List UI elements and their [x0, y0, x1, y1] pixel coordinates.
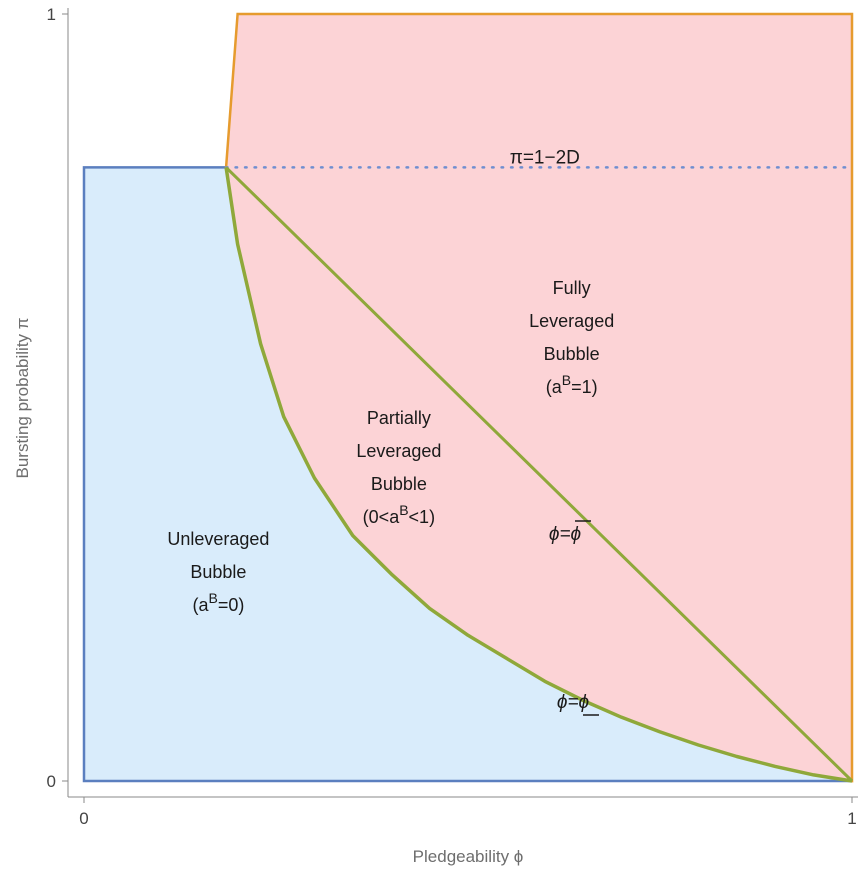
chart-labels: π=1−2D Unleveraged Bubble (aB=0) Partially Le… — [167, 147, 614, 716]
unleveraged-condition: (aB=0) — [192, 590, 244, 615]
fully-leveraged-label-line-1: Fully — [553, 278, 591, 298]
x-tick-label-0: 0 — [79, 809, 88, 828]
upper-threshold-label: ϕ=ϕ — [549, 524, 581, 545]
reference-line-label: π=1−2D — [510, 147, 580, 168]
partially-leveraged-condition: (0<aB<1) — [363, 502, 435, 527]
partially-leveraged-label-line-2: Leveraged — [356, 441, 441, 461]
partially-leveraged-label-line-3: Bubble — [371, 474, 427, 494]
boundary-lines — [224, 166, 854, 783]
fully-leveraged-label-line-2: Leveraged — [529, 311, 614, 331]
fully-leveraged-condition: (aB=1) — [546, 372, 598, 397]
upper-threshold-line — [225, 166, 854, 783]
unleveraged-label-line-2: Bubble — [190, 562, 246, 582]
axes: 0 1 0 1 Pledgeability ϕ Bursting probabi… — [13, 5, 858, 866]
region-fills — [82, 12, 854, 783]
y-tick-label-1: 1 — [47, 5, 56, 24]
lower-threshold-curve — [224, 167, 853, 783]
unleveraged-label-line-1: Unleveraged — [167, 529, 269, 549]
lower-threshold-label: ϕ=ϕ — [557, 692, 589, 713]
y-tick-label-0: 0 — [47, 772, 56, 791]
y-axis-title: Bursting probability π — [13, 317, 32, 478]
fully-leveraged-label-line-3: Bubble — [544, 344, 600, 364]
x-tick-label-1: 1 — [847, 809, 856, 828]
x-axis-title: Pledgeability ϕ — [413, 847, 524, 866]
partially-leveraged-label-line-1: Partially — [367, 408, 431, 428]
